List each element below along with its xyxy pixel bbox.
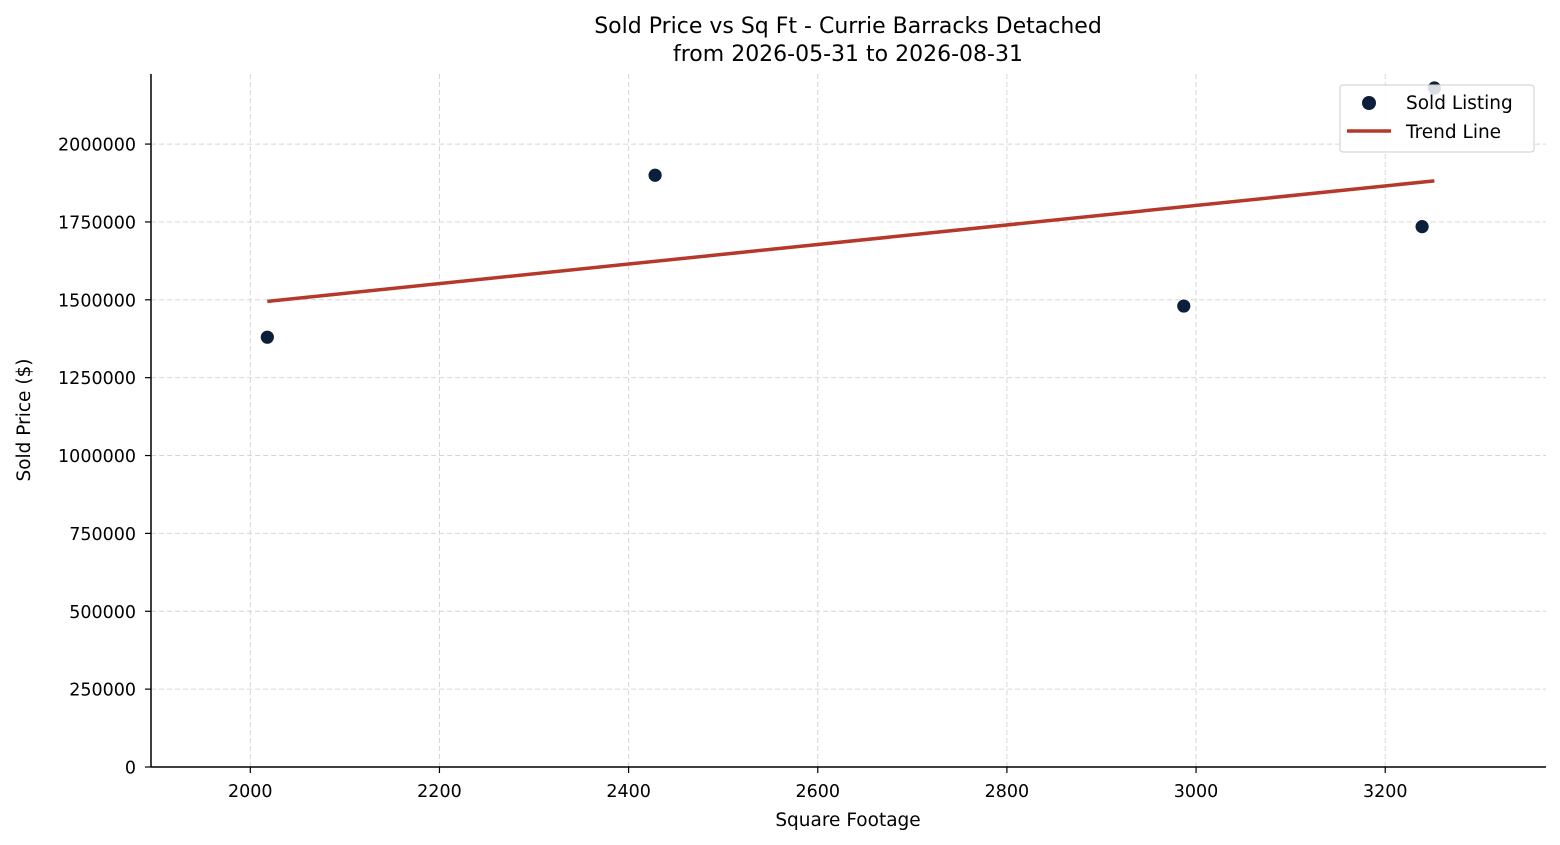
y-tick-label-3: 750000 (69, 525, 136, 545)
x-tick-label-0: 2000 (228, 782, 273, 802)
chart-title-line-1: Sold Price vs Sq Ft - Currie Barracks De… (594, 14, 1102, 39)
y-tick-label-8: 2000000 (58, 136, 136, 156)
y-tick-label-1: 250000 (69, 681, 136, 701)
chart-title-line-2: from 2026-05-31 to 2026-08-31 (673, 42, 1023, 67)
legend-box (1339, 84, 1535, 153)
y-tick-label-0: 0 (125, 759, 136, 779)
y-tick-label-7: 1750000 (58, 213, 136, 233)
ticks: 2000 2200 2400 2600 2800 3000 3200 0 250000 50000… (58, 136, 1407, 802)
y-tick-label-5: 1250000 (58, 369, 136, 389)
y-axis-label: Sold Price ($) (14, 358, 35, 481)
sold-listing-point-3 (1414, 219, 1430, 235)
y-tick-label-2: 500000 (69, 603, 136, 623)
axes (150, 74, 1546, 768)
sold-listing-point-0 (259, 329, 275, 345)
x-tick-label-4: 2800 (985, 782, 1030, 802)
trend-line-layer (267, 179, 1435, 304)
legend-marker-sold-listing (1362, 96, 1376, 110)
grid (151, 74, 1546, 768)
x-tick-label-1: 2200 (417, 782, 462, 802)
y-tick-label-4: 1000000 (58, 447, 136, 467)
trend-line (267, 179, 1435, 304)
x-tick-label-5: 3000 (1174, 782, 1219, 802)
legend-label-sold-listing: Sold Listing (1406, 93, 1513, 114)
sold-listing-point-1 (647, 167, 663, 183)
points-layer (259, 80, 1442, 345)
sold-listing-point-2 (1176, 298, 1192, 314)
y-tick-label-6: 1500000 (58, 291, 136, 311)
x-tick-label-2: 2400 (606, 782, 651, 802)
x-tick-label-6: 3200 (1363, 782, 1408, 802)
x-axis-label: Square Footage (775, 810, 920, 831)
legend-label-trend-line: Trend Line (1405, 122, 1501, 143)
x-tick-label-3: 2600 (795, 782, 840, 802)
legend: Sold Listing Trend Line (1339, 84, 1535, 153)
